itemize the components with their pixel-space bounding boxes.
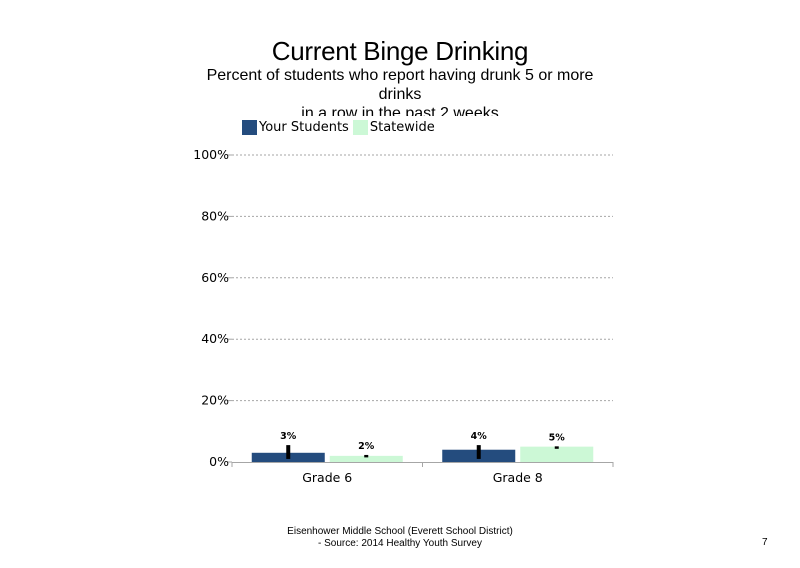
chart-subtitle: Percent of students who report having dr… <box>206 67 594 116</box>
page-number: 7 <box>762 537 768 548</box>
y-tick-label: 20% <box>201 393 229 408</box>
bar-statewide <box>520 446 594 462</box>
y-tick-label: 100% <box>193 147 229 162</box>
error-bar <box>554 446 559 449</box>
legend-swatch-statewide <box>352 119 368 135</box>
x-category-label: Grade 8 <box>493 470 543 485</box>
y-tick-label: 40% <box>201 331 229 346</box>
data-label: 2% <box>358 441 375 452</box>
error-bar <box>476 445 481 459</box>
data-label: 3% <box>280 431 297 442</box>
x-category-label: Grade 6 <box>302 470 352 485</box>
footer: Eisenhower Middle School (Everett School… <box>200 526 600 550</box>
legend-item-your-students: Your Students <box>242 119 349 135</box>
legend-item-statewide: Statewide <box>352 119 435 135</box>
legend-label-statewide: Statewide <box>369 119 435 135</box>
y-tick-label: 0% <box>209 454 229 469</box>
data-label: 5% <box>549 432 566 443</box>
legend-label-your-students: Your Students <box>259 119 349 135</box>
error-bar <box>286 445 291 459</box>
footer-source: - Source: 2014 Healthy Youth Survey <box>318 538 482 549</box>
data-label: 4% <box>471 431 488 442</box>
footer-school: Eisenhower Middle School (Everett School… <box>287 526 513 537</box>
error-bar <box>364 454 369 458</box>
chart-legend: Your Students Statewide <box>242 118 439 136</box>
chart-title: Current Binge Drinking <box>271 36 529 66</box>
legend-swatch-your-students <box>242 119 257 135</box>
y-tick-label: 80% <box>201 208 229 223</box>
bar-statewide <box>329 455 403 462</box>
y-tick-label: 60% <box>201 270 229 285</box>
